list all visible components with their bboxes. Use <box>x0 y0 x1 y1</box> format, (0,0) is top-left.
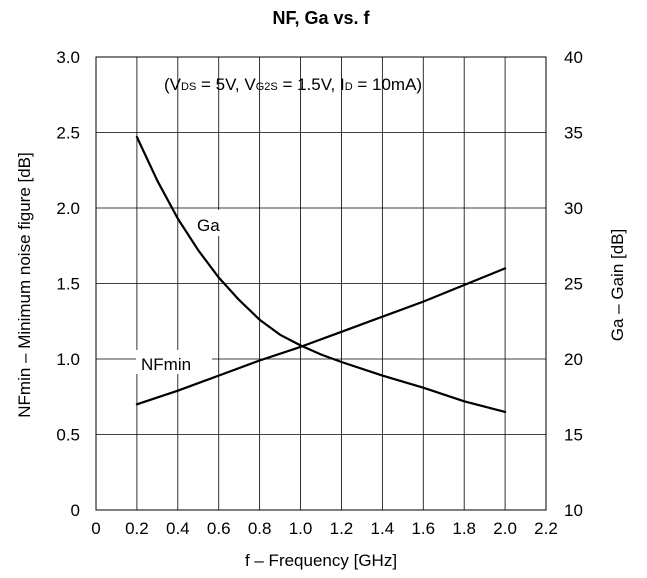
x-tick-label: 1.0 <box>289 519 313 538</box>
left-y-tick-label: 2.0 <box>56 199 80 218</box>
series-lines <box>135 135 507 413</box>
right-y-axis-label: Ga – Gain [dB] <box>608 229 627 341</box>
right-y-tick-label: 10 <box>564 501 583 520</box>
x-tick-label: 2.2 <box>534 519 558 538</box>
right-y-tick-labels: 10 15 20 25 30 35 40 <box>564 48 583 520</box>
x-tick-label: 1.4 <box>371 519 395 538</box>
x-tick-labels: 0 0.2 0.4 0.6 0.8 1.0 1.2 1.4 1.6 1.8 2.0 2.2 <box>91 519 558 538</box>
right-y-tick-label: 20 <box>564 350 583 369</box>
x-tick-label: 0 <box>91 519 100 538</box>
right-y-tick-label: 30 <box>564 199 583 218</box>
series-line-nfmin <box>135 267 507 406</box>
right-y-tick-label: 15 <box>564 426 583 445</box>
x-tick-label: 0.2 <box>125 519 149 538</box>
grid <box>95 56 547 511</box>
right-y-tick-label: 25 <box>564 275 583 294</box>
x-tick-label: 0.6 <box>207 519 231 538</box>
conditions-annotation: (VDS = 5V, VG2S = 1.5V, ID = 10mA) <box>164 75 422 94</box>
x-tick-label: 2.0 <box>493 519 517 538</box>
left-y-axis-label: NFmin – Minimum noise figure [dB] <box>15 152 34 417</box>
ga-label-backdrop <box>194 210 234 236</box>
plot-frame <box>95 56 547 511</box>
left-y-tick-label: 0.5 <box>56 426 80 445</box>
series-line-ga <box>135 135 507 413</box>
right-y-tick-label: 35 <box>564 124 583 143</box>
left-y-tick-label: 1.5 <box>56 275 80 294</box>
x-axis-label: f – Frequency [GHz] <box>245 551 397 570</box>
x-tick-label: 1.6 <box>411 519 435 538</box>
x-tick-label: 0.4 <box>166 519 190 538</box>
left-y-tick-label: 3.0 <box>56 48 80 67</box>
right-y-tick-label: 40 <box>564 48 583 67</box>
chart-title: NF, Ga vs. f <box>272 8 370 28</box>
nfmin-label-backdrop <box>136 350 212 374</box>
x-tick-label: 1.8 <box>452 519 476 538</box>
left-y-tick-label: 0 <box>71 501 80 520</box>
x-tick-label: 0.8 <box>248 519 272 538</box>
ga-series-label: Ga <box>197 216 220 235</box>
left-y-tick-label: 1.0 <box>56 350 80 369</box>
left-y-tick-label: 2.5 <box>56 124 80 143</box>
x-tick-label: 1.2 <box>330 519 354 538</box>
left-y-tick-labels: 0 0.5 1.0 1.5 2.0 2.5 3.0 <box>56 48 80 520</box>
nfmin-series-label: NFmin <box>141 355 191 374</box>
